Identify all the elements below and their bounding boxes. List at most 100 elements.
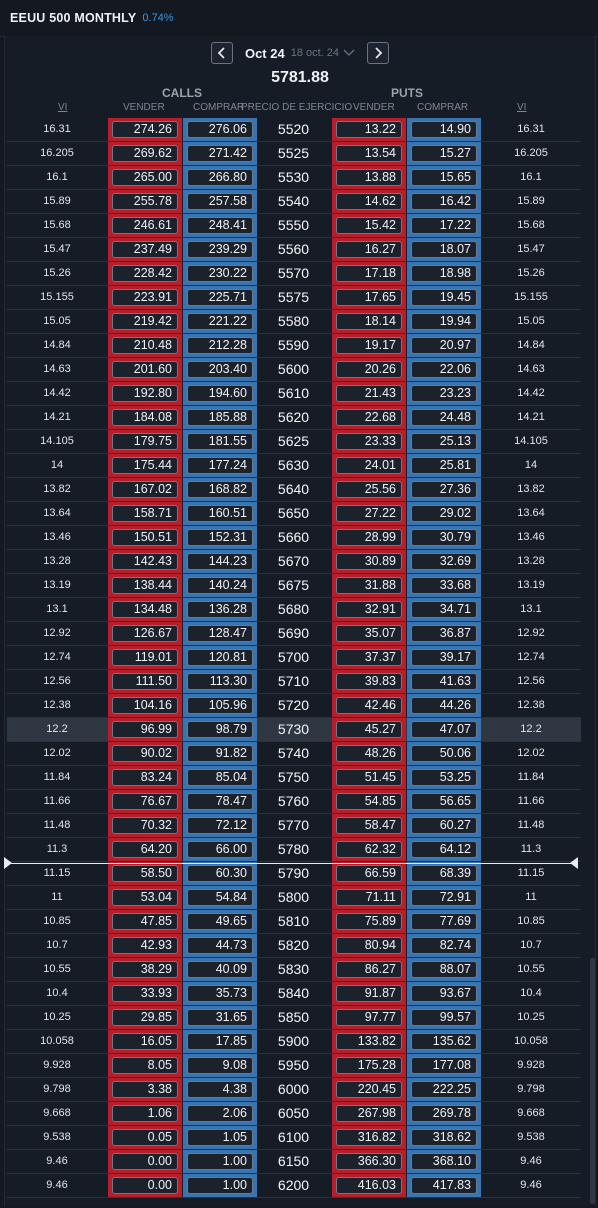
put-buy-price-cell[interactable]: 39.17 xyxy=(407,646,481,669)
put-buy-price[interactable]: 99.57 xyxy=(411,1009,477,1026)
put-buy-price[interactable]: 33.68 xyxy=(411,577,477,594)
put-sell-price[interactable]: 21.43 xyxy=(336,385,402,402)
put-sell-price-cell[interactable]: 37.37 xyxy=(332,646,406,669)
table-row[interactable]: 10.4 33.93 35.73 5840 91.87 93.67 10.4 xyxy=(7,982,581,1006)
put-sell-price[interactable]: 267.98 xyxy=(336,1105,402,1122)
put-sell-price-cell[interactable]: 71.11 xyxy=(332,886,406,909)
call-buy-price[interactable]: 78.47 xyxy=(187,793,253,810)
put-sell-price-cell[interactable]: 24.01 xyxy=(332,454,406,477)
call-sell-price-cell[interactable]: 47.85 xyxy=(108,910,182,933)
table-row[interactable]: 11.15 58.50 60.30 5790 66.59 68.39 11.15 xyxy=(7,862,581,886)
call-sell-price-cell[interactable]: 76.67 xyxy=(108,790,182,813)
put-sell-price[interactable]: 316.82 xyxy=(336,1129,402,1146)
put-sell-price-cell[interactable]: 21.43 xyxy=(332,382,406,405)
put-sell-price[interactable]: 86.27 xyxy=(336,961,402,978)
table-row[interactable]: 14.84 210.48 212.28 5590 19.17 20.97 14.84 xyxy=(7,334,581,358)
put-sell-price-cell[interactable]: 39.83 xyxy=(332,670,406,693)
put-buy-price-cell[interactable]: 77.69 xyxy=(407,910,481,933)
put-buy-price-cell[interactable]: 14.90 xyxy=(407,118,481,141)
call-buy-price-cell[interactable]: 72.12 xyxy=(183,814,257,837)
call-buy-price-cell[interactable]: 31.65 xyxy=(183,1006,257,1029)
put-sell-price[interactable]: 42.46 xyxy=(336,697,402,714)
call-sell-price[interactable]: 228.42 xyxy=(112,265,178,282)
table-row[interactable]: 10.058 16.05 17.85 5900 133.82 135.62 10.058 xyxy=(7,1030,581,1054)
put-sell-price[interactable]: 97.77 xyxy=(336,1009,402,1026)
call-sell-price[interactable]: 274.26 xyxy=(112,121,178,138)
call-buy-price[interactable]: 91.82 xyxy=(187,745,253,762)
call-sell-price-cell[interactable]: 16.05 xyxy=(108,1030,182,1053)
call-buy-price-cell[interactable]: 181.55 xyxy=(183,430,257,453)
call-buy-price[interactable]: 98.79 xyxy=(187,721,253,738)
put-buy-price[interactable]: 22.06 xyxy=(411,361,477,378)
put-buy-price[interactable]: 25.81 xyxy=(411,457,477,474)
put-buy-price-cell[interactable]: 269.78 xyxy=(407,1102,481,1125)
put-sell-price[interactable]: 37.37 xyxy=(336,649,402,666)
call-sell-price[interactable]: 138.44 xyxy=(112,577,178,594)
call-buy-price[interactable]: 105.96 xyxy=(187,697,253,714)
call-buy-price-cell[interactable]: 4.38 xyxy=(183,1078,257,1101)
call-buy-price[interactable]: 181.55 xyxy=(187,433,253,450)
put-sell-price[interactable]: 17.65 xyxy=(336,289,402,306)
put-buy-price[interactable]: 34.71 xyxy=(411,601,477,618)
put-sell-price-cell[interactable]: 58.47 xyxy=(332,814,406,837)
put-buy-price[interactable]: 18.07 xyxy=(411,241,477,258)
call-buy-price-cell[interactable]: 78.47 xyxy=(183,790,257,813)
table-row[interactable]: 9.538 0.05 1.05 6100 316.82 318.62 9.538 xyxy=(7,1126,581,1150)
put-buy-price-cell[interactable]: 18.98 xyxy=(407,262,481,285)
put-buy-price[interactable]: 30.79 xyxy=(411,529,477,546)
put-buy-price-cell[interactable]: 32.69 xyxy=(407,550,481,573)
put-buy-price[interactable]: 53.25 xyxy=(411,769,477,786)
put-sell-price[interactable]: 54.85 xyxy=(336,793,402,810)
call-sell-price-cell[interactable]: 219.42 xyxy=(108,310,182,333)
put-buy-price[interactable]: 60.27 xyxy=(411,817,477,834)
call-sell-price-cell[interactable]: 0.00 xyxy=(108,1174,182,1197)
put-sell-price[interactable]: 30.89 xyxy=(336,553,402,570)
call-buy-price-cell[interactable]: 140.24 xyxy=(183,574,257,597)
call-buy-price[interactable]: 120.81 xyxy=(187,649,253,666)
put-buy-price[interactable]: 368.10 xyxy=(411,1153,477,1170)
put-sell-price[interactable]: 25.56 xyxy=(336,481,402,498)
call-sell-price-cell[interactable]: 201.60 xyxy=(108,358,182,381)
call-sell-price-cell[interactable]: 111.50 xyxy=(108,670,182,693)
call-buy-price-cell[interactable]: 144.23 xyxy=(183,550,257,573)
call-buy-price-cell[interactable]: 40.09 xyxy=(183,958,257,981)
put-buy-price-cell[interactable]: 177.08 xyxy=(407,1054,481,1077)
call-sell-price-cell[interactable]: 265.00 xyxy=(108,166,182,189)
call-buy-price[interactable]: 1.05 xyxy=(187,1129,253,1146)
table-row[interactable]: 16.1 265.00 266.80 5530 13.88 15.65 16.1 xyxy=(7,166,581,190)
call-sell-price[interactable]: 3.38 xyxy=(112,1081,178,1098)
call-sell-price-cell[interactable]: 228.42 xyxy=(108,262,182,285)
call-sell-price[interactable]: 126.67 xyxy=(112,625,178,642)
put-buy-price-cell[interactable]: 18.07 xyxy=(407,238,481,261)
call-sell-price-cell[interactable]: 179.75 xyxy=(108,430,182,453)
call-sell-price-cell[interactable]: 83.24 xyxy=(108,766,182,789)
call-buy-price[interactable]: 128.47 xyxy=(187,625,253,642)
put-buy-price[interactable]: 23.23 xyxy=(411,385,477,402)
put-sell-price[interactable]: 366.30 xyxy=(336,1153,402,1170)
call-buy-price-cell[interactable]: 17.85 xyxy=(183,1030,257,1053)
put-sell-price-cell[interactable]: 54.85 xyxy=(332,790,406,813)
table-row[interactable]: 10.85 47.85 49.65 5810 75.89 77.69 10.85 xyxy=(7,910,581,934)
call-buy-price[interactable]: 239.29 xyxy=(187,241,253,258)
table-row[interactable]: 15.89 255.78 257.58 5540 14.62 16.42 15.89 xyxy=(7,190,581,214)
call-buy-price[interactable]: 152.31 xyxy=(187,529,253,546)
call-sell-price-cell[interactable]: 134.48 xyxy=(108,598,182,621)
call-buy-price-cell[interactable]: 221.22 xyxy=(183,310,257,333)
call-buy-price-cell[interactable]: 203.40 xyxy=(183,358,257,381)
put-buy-price-cell[interactable]: 368.10 xyxy=(407,1150,481,1173)
put-sell-price[interactable]: 58.47 xyxy=(336,817,402,834)
put-sell-price[interactable]: 23.33 xyxy=(336,433,402,450)
put-sell-price-cell[interactable]: 18.14 xyxy=(332,310,406,333)
call-sell-price-cell[interactable]: 70.32 xyxy=(108,814,182,837)
put-sell-price[interactable]: 51.45 xyxy=(336,769,402,786)
call-buy-price[interactable]: 40.09 xyxy=(187,961,253,978)
call-buy-price-cell[interactable]: 1.00 xyxy=(183,1174,257,1197)
table-row[interactable]: 15.155 223.91 225.71 5575 17.65 19.45 15.155 xyxy=(7,286,581,310)
put-sell-price[interactable]: 416.03 xyxy=(336,1177,402,1194)
call-buy-price[interactable]: 248.41 xyxy=(187,217,253,234)
call-sell-price[interactable]: 246.61 xyxy=(112,217,178,234)
put-buy-price-cell[interactable]: 56.65 xyxy=(407,790,481,813)
put-sell-price[interactable]: 175.28 xyxy=(336,1057,402,1074)
put-sell-price-cell[interactable]: 13.54 xyxy=(332,142,406,165)
table-row[interactable]: 9.798 3.38 4.38 6000 220.45 222.25 9.798 xyxy=(7,1078,581,1102)
